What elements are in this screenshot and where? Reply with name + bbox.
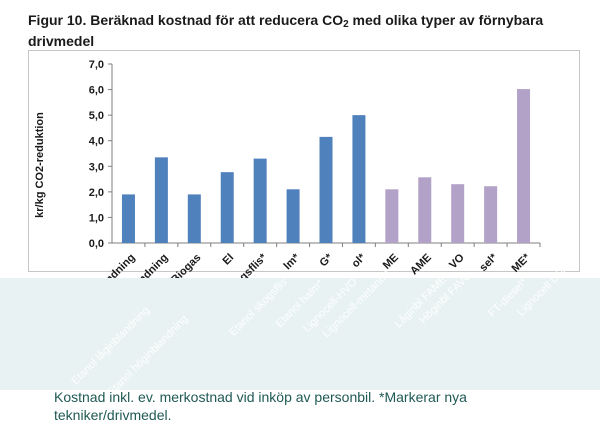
bar <box>253 158 267 243</box>
y-tick-label: 3,0 <box>89 161 104 173</box>
bar <box>451 184 465 243</box>
y-tick-label: 2,0 <box>89 187 104 199</box>
figure-title-subscript: 2 <box>343 19 349 30</box>
overlay-category-label: Etanol låginblandning <box>69 304 152 387</box>
bar <box>286 189 300 243</box>
bar <box>352 115 366 243</box>
overlay-category-label: Etanol höginblandning <box>105 313 190 398</box>
bar <box>187 194 201 243</box>
bar <box>517 89 531 243</box>
y-tick-label: 5,0 <box>89 110 104 122</box>
bar <box>385 189 399 243</box>
y-tick-label: 1,0 <box>89 212 104 224</box>
y-tick-label: 4,0 <box>89 136 104 148</box>
y-tick-label: 6,0 <box>89 85 104 97</box>
figure-title-suffix: med olika typer av förnybara drivmedel <box>28 12 544 49</box>
bar <box>121 194 135 243</box>
bar <box>220 172 234 243</box>
y-axis-label: kr/kg CO2-reduktion <box>34 112 46 218</box>
bar <box>154 157 168 243</box>
bar <box>418 177 432 243</box>
y-tick-label: 0,0 <box>89 238 104 250</box>
bar <box>484 186 498 243</box>
figure-caption: Kostnad inkl. ev. merkostnad vid inköp a… <box>54 389 467 423</box>
figure-title: Figur 10. Beräknad kostnad för att reduc… <box>28 12 588 50</box>
y-tick-label: 7,0 <box>89 59 104 71</box>
translucent-label-band <box>0 278 600 390</box>
figure-title-prefix: Figur 10. Beräknad kostnad för att reduc… <box>28 12 344 28</box>
bar <box>319 136 333 243</box>
